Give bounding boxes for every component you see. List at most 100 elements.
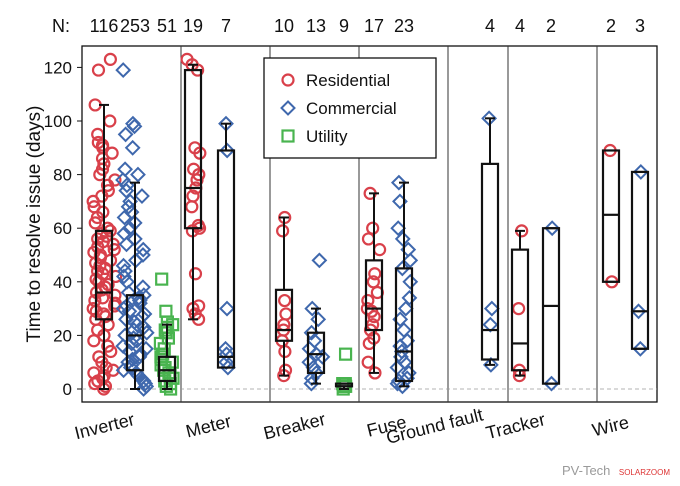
commercial-data-point: [394, 260, 411, 277]
residential-data-point: [186, 189, 200, 203]
utility-data-point: [159, 304, 173, 318]
box-breaker-residential: [274, 288, 294, 342]
commercial-data-point: [390, 373, 407, 389]
residential-data-point: [361, 293, 375, 308]
commercial-data-point: [115, 257, 132, 274]
box-inverter-utility: [157, 355, 177, 383]
category-label-tracker: Tracker: [484, 409, 547, 443]
legend-label-utility: Utility: [306, 127, 348, 146]
residential-data-point: [187, 162, 201, 176]
commercial-data-point: [219, 300, 235, 317]
n-count-wire-commercial: 3: [635, 16, 645, 36]
category-label-wire: Wire: [590, 412, 631, 440]
commercial-data-point: [117, 161, 133, 178]
category-label-meter: Meter: [184, 411, 233, 442]
n-count-inverter-commercial: 253: [120, 16, 150, 36]
residential-data-point: [101, 184, 115, 198]
commercial-data-point: [115, 172, 131, 188]
commercial-data-point: [118, 236, 135, 253]
box-fuse-commercial: [394, 267, 414, 383]
watermark-main: PV-Tech: [562, 463, 611, 478]
commercial-data-point: [390, 174, 407, 191]
box-wire-residential: [601, 149, 621, 283]
utility-data-point: [155, 272, 169, 286]
plot-frame-border: [81, 45, 658, 403]
sample-size-row: N: 116 253 51 19 7 10 13 9 17 23 4 4 2 2 3: [52, 16, 645, 36]
residential-data-point: [191, 218, 206, 233]
commercial-data-point: [544, 220, 561, 237]
residential-data-point: [108, 173, 122, 187]
residential-data-point: [103, 52, 117, 66]
y-tick-label: 60: [53, 219, 72, 238]
legend-label-commercial: Commercial: [306, 99, 397, 118]
y-axis: 0 20 40 60 80 100 120 Time to resolve issue (da…: [24, 58, 82, 399]
commercial-data-point: [401, 365, 417, 381]
commercial-data-point: [482, 356, 499, 373]
commercial-data-point: [314, 348, 331, 365]
utility-data-point: [338, 347, 353, 361]
box-wire-commercial: [630, 170, 650, 350]
residential-data-point: [106, 363, 120, 377]
box-meter-residential: [183, 68, 203, 230]
n-count-ground-fault-commercial: 4: [485, 16, 495, 36]
residential-data-point: [361, 232, 376, 246]
box-inverter-residential: [94, 229, 114, 321]
box-inverter-commercial: [125, 294, 145, 372]
commercial-data-point: [310, 311, 327, 328]
n-count-tracker-residential: 4: [515, 16, 525, 36]
residential-data-point: [366, 221, 380, 235]
commercial-data-point: [630, 303, 647, 320]
commercial-data-point: [116, 225, 133, 242]
commercial-data-point: [632, 340, 649, 357]
legend: Residential Commercial Utility: [263, 57, 437, 159]
commercial-data-point: [135, 241, 152, 258]
watermark: PV-Tech SOLARZOOM: [562, 462, 670, 480]
commercial-data-point: [301, 354, 318, 371]
commercial-data-point: [117, 126, 134, 143]
residential-data-point: [185, 200, 199, 214]
chart-marks: [86, 52, 650, 397]
legend-label-residential: Residential: [306, 71, 390, 90]
commercial-data-point: [396, 354, 413, 371]
residential-data-point: [103, 114, 117, 128]
n-count-breaker-commercial: 13: [306, 16, 326, 36]
commercial-data-point: [217, 340, 234, 357]
commercial-data-point: [632, 164, 649, 180]
residential-data-point: [366, 275, 380, 289]
residential-data-point: [108, 288, 122, 302]
watermark-sub: SOLARZOOM: [618, 468, 670, 477]
n-count-fuse-commercial: 23: [394, 16, 414, 36]
box-meter-commercial: [216, 149, 236, 369]
commercial-data-point: [311, 252, 328, 269]
commercial-data-point: [125, 115, 141, 132]
commercial-data-point: [136, 306, 153, 322]
residential-data-point: [512, 302, 526, 316]
residential-data-point: [109, 269, 123, 284]
commercial-data-point: [134, 188, 150, 204]
box-breaker-commercial: [306, 331, 326, 375]
n-count-meter-residential: 19: [183, 16, 203, 36]
residential-data-point: [101, 221, 115, 235]
residential-data-point: [91, 127, 105, 141]
y-tick-label: 20: [53, 326, 72, 345]
commercial-data-point: [120, 354, 137, 371]
commercial-data-point: [119, 273, 135, 290]
residential-data-point: [279, 307, 293, 321]
residential-data-point: [368, 267, 382, 281]
residential-data-point: [88, 293, 102, 308]
category-label-inverter: Inverter: [73, 409, 137, 443]
n-count-inverter-utility: 51: [157, 16, 177, 36]
n-count-fuse-residential: 17: [364, 16, 384, 36]
y-tick-label: 100: [44, 112, 72, 131]
residential-data-point: [87, 366, 101, 380]
y-tick-label: 80: [53, 166, 72, 185]
commercial-data-point: [402, 273, 419, 290]
commercial-data-point: [394, 231, 411, 247]
commercial-data-point: [124, 139, 141, 156]
commercial-data-point: [121, 303, 138, 320]
residential-data-point: [373, 243, 387, 257]
box-fuse-residential: [364, 259, 384, 332]
residential-data-point: [276, 224, 290, 238]
n-count-meter-commercial: 7: [221, 16, 231, 36]
